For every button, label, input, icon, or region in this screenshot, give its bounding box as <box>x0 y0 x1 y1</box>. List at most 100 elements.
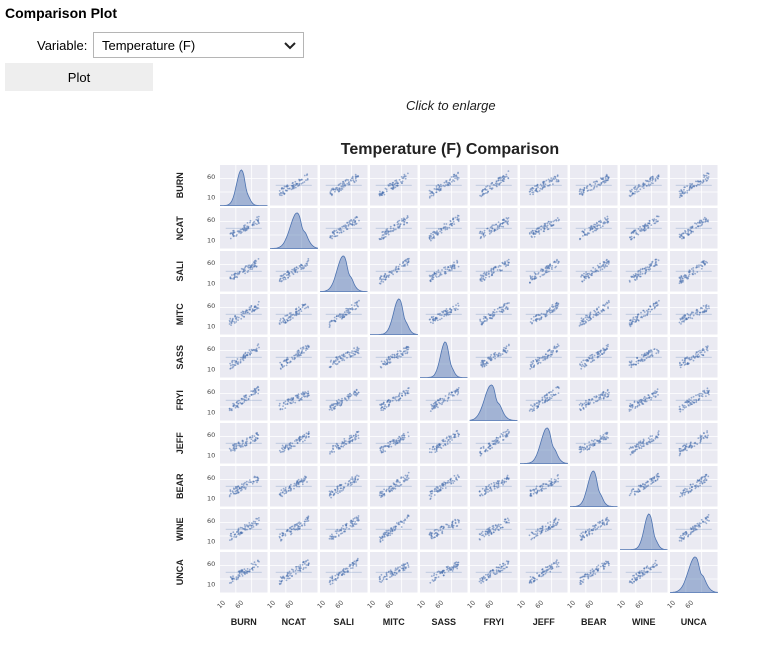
scatter-point <box>297 478 300 481</box>
scatter-point <box>444 227 447 229</box>
scatter-point <box>257 386 260 389</box>
scatter-point <box>284 400 287 403</box>
scatter-point <box>533 404 536 407</box>
scatter-point <box>490 488 493 491</box>
scatter-point <box>585 271 587 273</box>
scatter-point <box>538 233 541 235</box>
scatter-point <box>348 311 350 314</box>
scatter-point <box>250 390 253 392</box>
scatter-point <box>441 403 443 406</box>
scatter-point <box>295 311 297 314</box>
scatter-point <box>500 481 503 484</box>
scatter-point <box>552 310 554 313</box>
scatter-point <box>446 228 449 231</box>
scatter-point <box>350 179 352 182</box>
scatter-point <box>380 194 383 196</box>
scatter-point <box>240 487 243 489</box>
scatter-point <box>305 432 308 435</box>
scatter-point <box>699 437 702 439</box>
scatter-point <box>452 482 455 484</box>
scatter-point <box>507 170 510 172</box>
scatter-point <box>433 237 436 239</box>
scatter-point <box>457 390 460 393</box>
scatter-point <box>279 194 281 197</box>
scatter-point <box>583 279 586 281</box>
scatter-point <box>606 388 609 391</box>
scatter-point <box>592 181 595 183</box>
scatter-point <box>590 269 593 272</box>
scatter-point <box>432 402 435 405</box>
scatter-point <box>585 406 587 408</box>
scatter-point <box>301 306 304 309</box>
scatter-point <box>479 494 481 497</box>
scatter-point <box>284 315 287 317</box>
scatter-point <box>341 182 344 185</box>
scatter-point <box>603 265 605 268</box>
scatter-point <box>446 440 449 443</box>
scatter-point <box>602 434 605 436</box>
scatter-point <box>499 435 502 438</box>
scatter-point <box>554 303 557 305</box>
scatter-point <box>641 316 644 319</box>
scatter-point <box>480 277 483 280</box>
scatter-point <box>289 401 291 404</box>
scatter-point <box>532 233 535 236</box>
scatter-point <box>444 487 447 489</box>
scatter-point <box>352 352 355 355</box>
scatter-point <box>593 271 595 273</box>
scatter-point <box>243 226 245 229</box>
scatter-point <box>505 173 508 176</box>
scatter-point <box>278 322 281 324</box>
scatter-point <box>232 231 235 234</box>
scatter-point <box>238 272 241 275</box>
scatter-point <box>436 444 439 446</box>
scatter-point <box>635 188 638 191</box>
scatter-point <box>233 274 236 277</box>
variable-select[interactable]: Temperature (F) <box>93 32 304 58</box>
scatter-point <box>303 181 306 183</box>
scatter-point <box>592 440 595 443</box>
scatter-point <box>329 191 332 194</box>
scatter-point <box>480 232 483 235</box>
scatter-point <box>703 176 705 178</box>
scatter-point <box>647 308 650 311</box>
scatter-point <box>441 487 444 490</box>
scatter-point <box>379 282 382 285</box>
scatter-point <box>396 221 399 224</box>
scatter-point <box>690 187 693 190</box>
scatter-point <box>549 264 551 267</box>
scatter-point <box>552 177 555 180</box>
scatter-point <box>396 355 399 358</box>
scatter-point <box>256 437 259 440</box>
scatter-point <box>549 355 552 357</box>
scatter-point <box>436 188 439 190</box>
scatter-point <box>496 228 499 231</box>
scatter-point <box>305 306 308 309</box>
scatter-point <box>353 304 356 307</box>
scatter-panel-sass-ncat <box>270 337 318 378</box>
scatter-point <box>599 224 601 227</box>
scatter-point <box>243 401 246 403</box>
scatter-point <box>300 268 303 271</box>
scatter-point <box>282 405 284 407</box>
scatter-point <box>555 308 558 310</box>
scatter-point <box>546 271 549 273</box>
scatter-point <box>399 481 401 484</box>
scatter-point <box>449 264 452 267</box>
scatter-point <box>592 266 595 269</box>
scatter-point <box>606 219 609 221</box>
scatter-point <box>336 403 339 406</box>
scatter-point <box>582 231 585 234</box>
density-panel-burn-burn <box>220 165 268 206</box>
scatter-point <box>590 189 593 191</box>
scatter-point <box>596 351 599 354</box>
scatter-point <box>404 352 407 355</box>
scatter-point <box>287 317 290 319</box>
plot-button[interactable]: Plot <box>5 63 153 91</box>
scatter-point <box>507 258 510 261</box>
scatter-point <box>403 173 406 176</box>
scatter-point <box>489 226 492 229</box>
scatter-point <box>647 222 650 225</box>
scatter-point <box>341 359 344 362</box>
